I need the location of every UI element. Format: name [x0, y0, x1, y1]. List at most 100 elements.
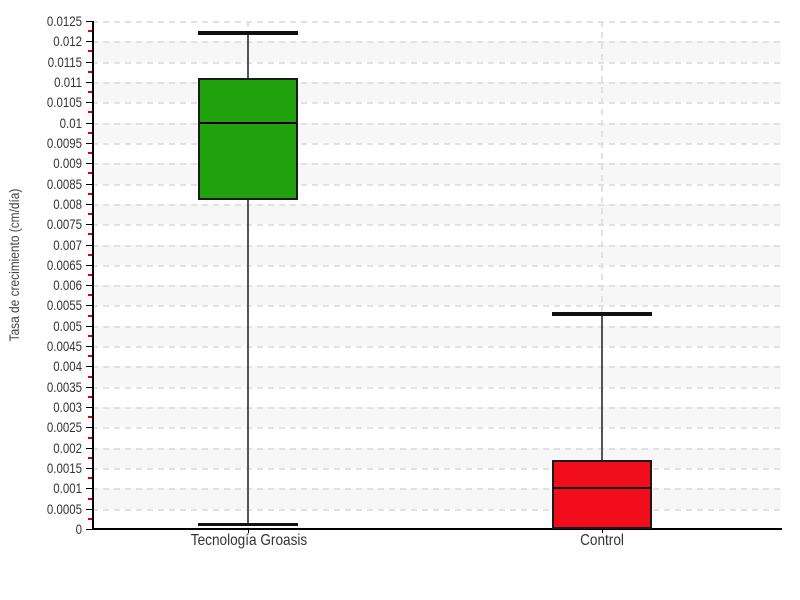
- y-minor-tick: [88, 253, 92, 256]
- background-band: [92, 508, 781, 529]
- y-tick-label: 0.006: [53, 277, 82, 294]
- y-minor-tick: [88, 395, 92, 398]
- h-gridline: [92, 102, 781, 105]
- background-band: [92, 122, 781, 143]
- category-label-tecnologia-groasis: Tecnología Groasis: [190, 532, 308, 549]
- whisker-cap-bottom-0: [198, 522, 298, 526]
- y-minor-tick: [88, 192, 92, 195]
- y-minor-tick: [88, 375, 92, 378]
- background-band: [92, 41, 781, 62]
- y-minor-tick: [88, 91, 92, 94]
- y-tick-label: 0.0085: [46, 175, 82, 192]
- y-tick-label: 0.003: [53, 399, 82, 416]
- y-minor-tick: [88, 334, 92, 337]
- y-tick-label: 0.007: [53, 236, 82, 253]
- y-minor-tick: [88, 274, 92, 276]
- y-major-tick: [86, 366, 94, 368]
- box-1: [552, 459, 652, 529]
- v-gridline-1: [601, 21, 603, 529]
- y-major-tick: [86, 244, 94, 246]
- y-minor-tick: [88, 152, 92, 155]
- h-gridline: [92, 447, 781, 450]
- background-band: [92, 203, 781, 225]
- h-gridline: [92, 386, 781, 389]
- h-gridline: [92, 407, 781, 410]
- background-band: [92, 488, 781, 509]
- category-label-control: Control: [580, 532, 624, 549]
- h-gridline: [92, 427, 781, 430]
- background-band: [92, 427, 781, 448]
- box-0: [198, 77, 298, 200]
- y-minor-tick: [88, 355, 92, 358]
- background-band: [92, 325, 781, 347]
- y-minor-tick: [88, 233, 92, 236]
- y-tick-label: 0.0075: [46, 216, 82, 233]
- median-line-1: [554, 487, 650, 490]
- y-tick-label: 0.0025: [46, 419, 82, 436]
- y-major-tick: [86, 163, 94, 165]
- h-gridline: [92, 325, 781, 328]
- y-axis-title: Tasa de crecimiento (cm/día): [6, 188, 22, 342]
- y-tick-label: 0.0105: [46, 94, 82, 111]
- whisker-cap-top-0: [198, 31, 298, 36]
- background-band: [92, 102, 781, 123]
- y-tick-label: 0.005: [53, 317, 82, 334]
- h-gridline: [92, 81, 781, 84]
- y-major-tick: [86, 61, 94, 63]
- y-major-tick: [86, 122, 94, 124]
- y-tick-label: 0.0015: [46, 460, 82, 477]
- y-major-tick: [86, 346, 94, 348]
- median-line-0: [200, 121, 296, 124]
- y-tick-label: 0.0125: [46, 13, 82, 29]
- y-major-tick: [86, 386, 94, 388]
- h-gridline: [92, 508, 781, 511]
- background-band: [92, 305, 781, 326]
- y-tick-label: 0.009: [53, 155, 82, 172]
- y-axis-line: [92, 21, 94, 529]
- h-gridline: [92, 61, 781, 64]
- y-minor-tick: [88, 456, 92, 459]
- y-minor-tick: [88, 131, 92, 134]
- y-major-tick: [86, 508, 94, 510]
- whisker-cap-top-1: [552, 311, 652, 316]
- h-gridline: [92, 142, 781, 145]
- h-gridline: [92, 488, 781, 491]
- y-minor-tick: [88, 172, 92, 175]
- x-axis-line: [92, 528, 782, 530]
- y-tick-label: 0.0095: [46, 134, 82, 151]
- y-major-tick: [86, 447, 94, 449]
- y-tick-label: 0.004: [53, 358, 82, 375]
- y-major-tick: [86, 285, 94, 287]
- x-tick-control: [602, 529, 603, 533]
- y-major-tick: [86, 142, 94, 144]
- background-band: [92, 386, 781, 408]
- h-gridline: [92, 122, 781, 125]
- whisker-line-1: [601, 313, 603, 529]
- y-major-tick: [86, 203, 94, 205]
- y-minor-tick: [88, 517, 92, 520]
- y-tick-label: 0.0115: [47, 53, 82, 70]
- y-tick-label: 0.001: [53, 480, 82, 497]
- background-band: [92, 468, 781, 489]
- h-gridline: [92, 163, 781, 166]
- whisker-line-0: [247, 33, 249, 525]
- x-tick-tecnologia-groasis: [248, 529, 249, 533]
- y-minor-tick: [88, 111, 92, 114]
- background-band: [92, 81, 781, 103]
- y-minor-tick: [88, 416, 92, 419]
- y-tick-label: 0.0035: [46, 378, 82, 395]
- y-tick-label: 0: [75, 521, 82, 537]
- y-minor-tick: [88, 70, 92, 73]
- h-gridline: [92, 183, 781, 186]
- h-gridline: [92, 468, 781, 471]
- y-minor-tick: [88, 436, 92, 439]
- background-band: [92, 163, 781, 184]
- y-major-tick: [86, 224, 94, 226]
- background-band: [92, 407, 781, 428]
- y-minor-tick: [88, 314, 92, 317]
- y-major-tick: [86, 102, 94, 104]
- y-minor-tick: [88, 497, 92, 500]
- y-major-tick: [86, 41, 94, 43]
- y-major-tick: [86, 81, 94, 83]
- y-major-tick: [86, 427, 94, 429]
